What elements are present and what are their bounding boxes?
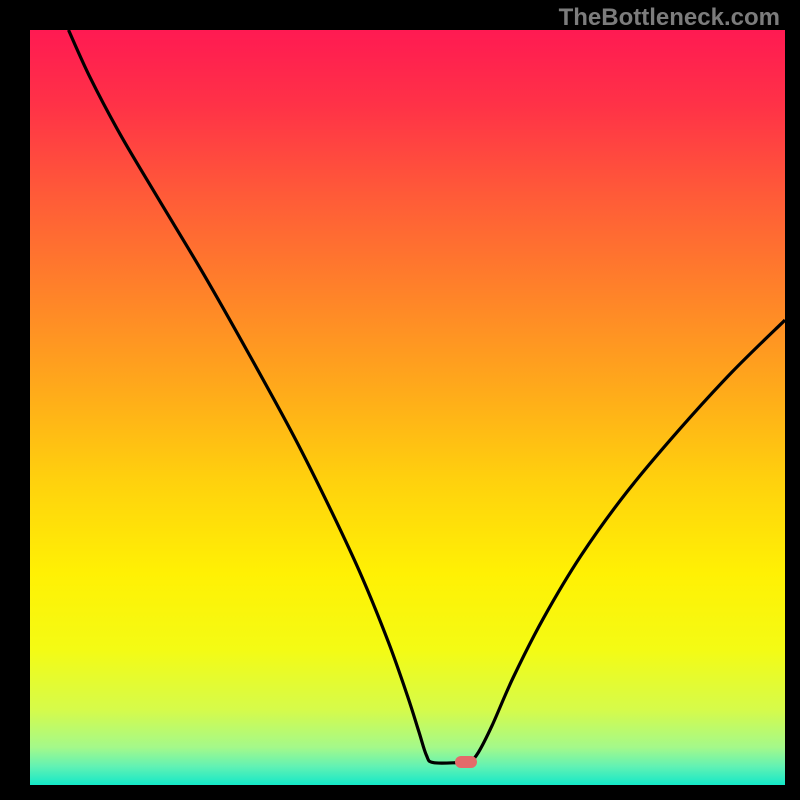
- bottleneck-curve: [30, 30, 785, 770]
- watermark-text: TheBottleneck.com: [559, 4, 780, 32]
- optimum-marker: [455, 756, 477, 768]
- chart-frame: TheBottleneck.com: [0, 0, 800, 800]
- plot-area: [30, 30, 785, 770]
